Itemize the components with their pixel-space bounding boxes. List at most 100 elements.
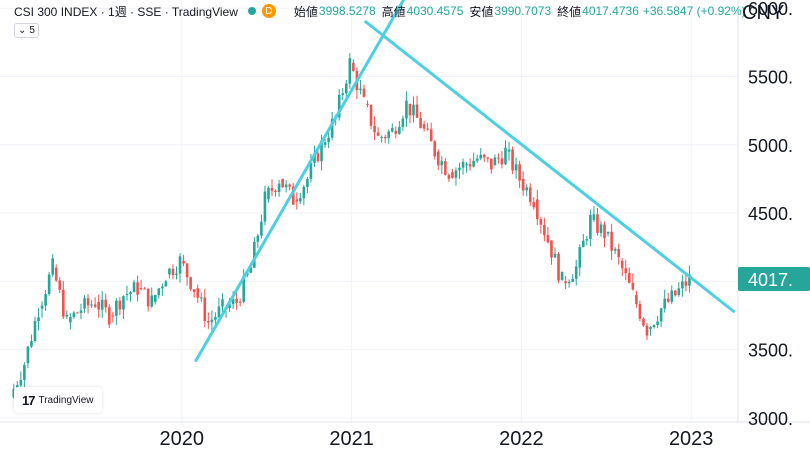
trendlines[interactable]: [194, 0, 736, 363]
candle-body: [196, 288, 200, 298]
candle-body: [373, 125, 376, 133]
candle-body: [645, 325, 649, 336]
candle-body: [58, 280, 62, 290]
candle-body: [465, 164, 468, 166]
candle-body: [83, 298, 86, 309]
candle-body: [546, 235, 550, 243]
candle-body: [327, 137, 330, 143]
candle-body: [652, 325, 656, 328]
delay-badge[interactable]: D: [261, 4, 276, 18]
candle-body: [253, 241, 256, 268]
candle-body: [433, 141, 437, 157]
candle-body: [638, 304, 642, 319]
candle-body: [532, 202, 536, 208]
candle-body: [596, 214, 599, 233]
candle-body: [344, 83, 348, 94]
candle-body: [359, 88, 362, 91]
candle-body: [504, 147, 507, 165]
indicator-toggle[interactable]: ⌄ 5: [14, 23, 39, 38]
currency-label[interactable]: CNY: [742, 2, 785, 24]
candle-body: [362, 88, 366, 97]
candle-body: [429, 129, 433, 142]
price-tick-label: 3000.: [748, 409, 793, 429]
price-axis[interactable]: 3000.3500.4000.4500.5000.5500.6000.: [748, 0, 793, 429]
candle-body: [507, 149, 511, 152]
candle-body: [557, 253, 560, 281]
candle-body: [620, 260, 624, 269]
candle-body: [394, 131, 398, 134]
candle-body: [511, 149, 514, 171]
candle-body: [479, 154, 483, 159]
candle-body: [306, 179, 309, 187]
candle-body: [461, 161, 465, 168]
candle-body: [97, 301, 100, 310]
candle-body: [670, 290, 674, 302]
candle-body: [398, 126, 401, 134]
candle-body: [571, 278, 574, 282]
candle-body: [270, 187, 274, 191]
candle-body: [369, 104, 373, 126]
candle-body: [635, 294, 638, 305]
candle-body: [472, 160, 475, 167]
candle-body: [104, 299, 108, 308]
market-status-dot: [247, 7, 256, 15]
time-tick-label: 2023: [669, 428, 714, 450]
candle-body: [419, 117, 422, 128]
candle-body: [228, 304, 231, 309]
candle-body: [323, 142, 327, 145]
candle-body: [217, 306, 221, 318]
candle-body: [157, 288, 161, 296]
candle-body: [486, 157, 490, 159]
candle-body: [150, 295, 154, 307]
time-tick-label: 2021: [329, 428, 374, 450]
candle-body: [337, 94, 341, 118]
candle-body: [574, 266, 578, 279]
candle-body: [536, 199, 539, 220]
candle-body: [19, 379, 23, 386]
candle-body: [631, 282, 635, 290]
candle-body: [663, 298, 666, 309]
candle-body: [164, 281, 168, 287]
candle-body: [412, 104, 415, 116]
candle-body: [320, 140, 323, 162]
candle-body: [390, 128, 394, 132]
candle-body: [585, 238, 589, 241]
trendline-1: [194, 0, 405, 363]
symbol-title[interactable]: CSI 300 INDEX · 1週 · SSE · TradingView: [14, 4, 238, 19]
open-label: 始値: [293, 4, 318, 19]
candle-body: [302, 186, 306, 199]
candle-body: [447, 174, 451, 179]
current-price-label: 4017.: [748, 270, 793, 290]
candle-body: [405, 100, 408, 119]
candle-body: [564, 281, 567, 284]
candle-body: [589, 214, 592, 239]
candle-body: [129, 292, 132, 295]
candle-body: [627, 273, 631, 283]
candle-body: [143, 288, 146, 290]
symbol-header: CSI 300 INDEX · 1週 · SSE · TradingView D…: [14, 2, 746, 20]
time-axis[interactable]: 2020 2021 2022 2023: [160, 428, 714, 450]
candle-body: [656, 321, 659, 326]
candle-body: [192, 289, 196, 292]
high-value: 4030.4575: [406, 4, 464, 18]
candle-body: [500, 158, 504, 165]
candle-body: [352, 62, 355, 71]
candle-body: [118, 300, 122, 310]
candle-body: [168, 268, 171, 275]
candle-body: [582, 240, 585, 248]
trendline-2: [364, 20, 736, 313]
candle-body: [65, 314, 69, 317]
time-tick-label: 2020: [160, 428, 205, 450]
candle-body: [79, 310, 83, 314]
time-tick-label: 2022: [499, 428, 544, 450]
candle-body: [401, 118, 405, 127]
candle-body: [553, 253, 557, 258]
close-value: 4017.4736: [582, 4, 639, 18]
candle-body: [54, 267, 58, 281]
candle-body: [61, 289, 65, 317]
close-label: 終値: [557, 4, 582, 19]
candle-body: [383, 136, 387, 139]
tradingview-logo-icon: 17: [22, 392, 36, 408]
tradingview-logo[interactable]: 17 TradingView: [14, 387, 102, 413]
